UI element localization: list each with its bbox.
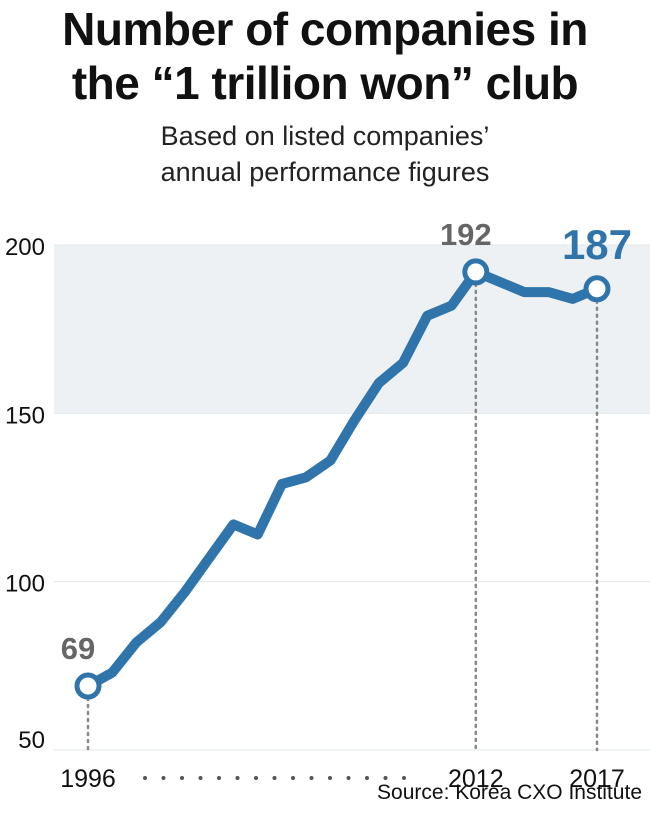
- x-tick-label-2017: 2017: [569, 765, 625, 793]
- x-axis-ellipsis-dot: [235, 776, 240, 780]
- data-point-2013: [499, 281, 502, 284]
- data-point-2002: [232, 523, 235, 526]
- x-axis-ellipsis-dot: [365, 776, 369, 780]
- x-axis-ellipsis-dot: [217, 776, 221, 780]
- chart-title-line-1: Number of companies in: [62, 3, 588, 55]
- data-point-2009: [402, 361, 405, 364]
- chart-title-line-2: the “1 trillion won” club: [71, 57, 579, 109]
- data-point-2010: [426, 314, 429, 317]
- x-axis-ellipsis-dot: [161, 776, 166, 780]
- y-tick-label-200: 200: [5, 234, 45, 261]
- y-tick-label-100: 100: [5, 571, 45, 598]
- x-axis-ellipsis-dot: [254, 776, 258, 780]
- x-tick-label-1996: 1996: [60, 765, 116, 793]
- x-axis-ellipsis-dot: [198, 776, 203, 780]
- x-axis-ellipsis-dot: [180, 776, 184, 780]
- x-axis-ellipsis-dot: [402, 776, 406, 780]
- x-axis-ellipsis-dot: [143, 776, 147, 780]
- series-line: [83, 266, 602, 691]
- data-point-2016: [571, 297, 574, 300]
- data-point-2001: [208, 557, 211, 560]
- grid-band: [54, 245, 650, 414]
- x-tick-label-2012: 2012: [448, 765, 504, 793]
- data-point-2007: [353, 419, 356, 422]
- data-point-2015: [547, 291, 550, 294]
- data-point-2014: [523, 291, 526, 294]
- chart-subtitle: Based on listed companies’ annual perfor…: [0, 118, 650, 190]
- data-point-1999: [159, 621, 162, 624]
- data-point-2004: [280, 483, 283, 486]
- data-point-2000: [183, 590, 186, 593]
- marker-1996: [74, 672, 102, 700]
- data-point-2003: [256, 533, 259, 536]
- x-axis-ellipsis-dot: [346, 776, 351, 780]
- data-point-1998: [135, 641, 138, 644]
- y-tick-label-50: 50: [18, 727, 45, 754]
- data-point-1997: [111, 671, 114, 674]
- y-tick-label-150: 150: [5, 402, 45, 429]
- x-axis-ellipsis-dot: [383, 776, 388, 780]
- data-point-2011: [450, 304, 453, 307]
- x-axis-ellipsis-dot: [272, 776, 277, 780]
- chart-title: Number of companies in the “1 trillion w…: [0, 2, 650, 110]
- marker-2017: [583, 275, 611, 303]
- data-point-2008: [377, 382, 380, 385]
- marker-2012: [462, 258, 490, 286]
- data-point-2005: [305, 476, 308, 479]
- data-label-2017: 187: [562, 221, 632, 268]
- data-label-1996: 69: [61, 631, 95, 666]
- x-axis-ellipsis-dot: [291, 776, 295, 780]
- data-point-2006: [329, 459, 332, 462]
- source-note: Source: Korea CXO Institute: [377, 781, 642, 804]
- data-label-2012: 192: [440, 217, 492, 252]
- chart-subtitle-line-1: Based on listed companies’: [160, 121, 490, 151]
- x-axis-ellipsis-dot: [309, 776, 314, 780]
- x-axis-ellipsis-dot: [328, 776, 332, 780]
- chart-subtitle-line-2: annual performance figures: [160, 157, 490, 187]
